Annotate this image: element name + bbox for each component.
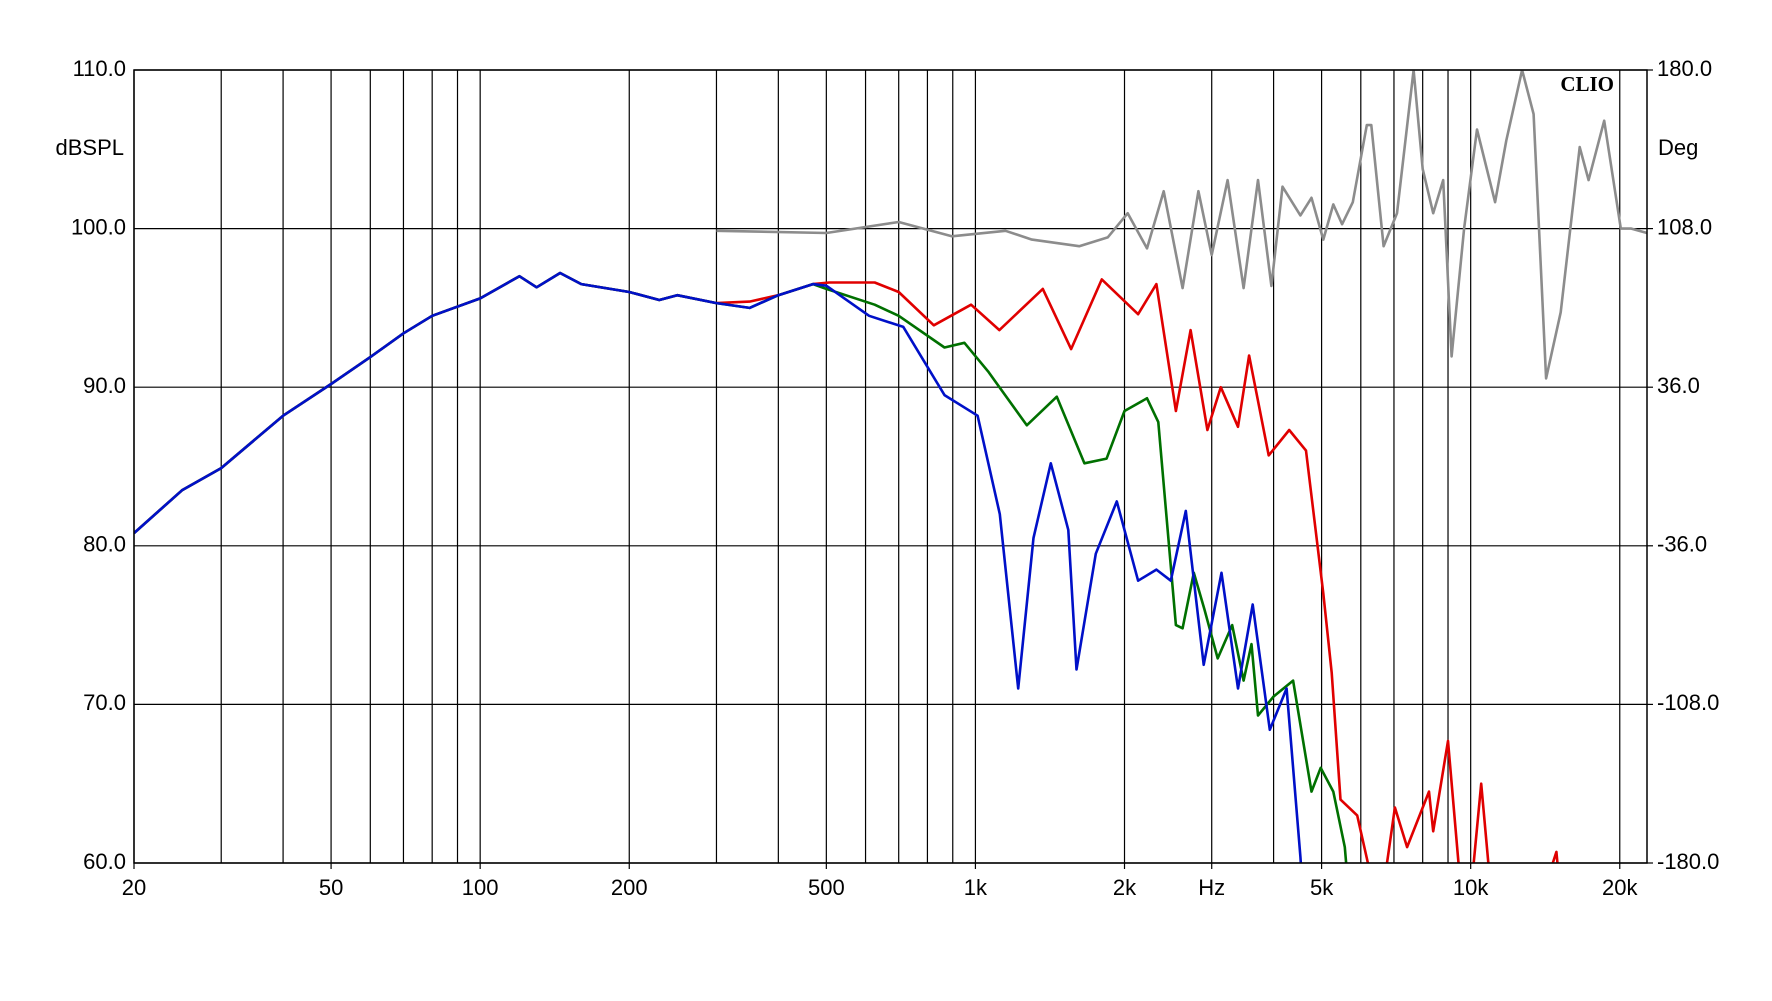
x-tick-label: 1k	[964, 875, 988, 900]
plot-frame	[133, 69, 1648, 864]
x-tick-label: 50	[319, 875, 343, 900]
y2-axis-label: Deg	[1658, 135, 1698, 160]
y2-tick-label: 108.0	[1657, 214, 1712, 239]
series-line	[716, 70, 1647, 380]
y2-tick-label: -180.0	[1657, 849, 1719, 874]
x-tick-label: 20k	[1602, 875, 1638, 900]
x-tick-label: Hz	[1198, 875, 1225, 900]
x-tick-label: 200	[611, 875, 648, 900]
y-tick-label: 60.0	[83, 849, 126, 874]
y-tick-label: 70.0	[83, 690, 126, 715]
series-line	[134, 271, 1303, 863]
x-tick-label: 500	[808, 875, 845, 900]
y-tick-label: 80.0	[83, 532, 126, 557]
y2-tick-label: -108.0	[1657, 690, 1719, 715]
y-tick-label: 90.0	[83, 373, 126, 398]
y2-tick-label: -36.0	[1657, 532, 1707, 557]
brand-label: CLIO	[1560, 72, 1614, 96]
x-tick-label: 20	[122, 875, 146, 900]
y-tick-label: 100.0	[71, 214, 126, 239]
curves	[134, 70, 1647, 863]
y-tick-label: 110.0	[73, 56, 126, 81]
y-axis-label: dBSPL	[56, 135, 125, 160]
x-tick-label: 10k	[1453, 875, 1489, 900]
x-tick-label: 100	[462, 875, 499, 900]
x-tick-label: 5k	[1310, 875, 1334, 900]
y2-tick-label: 180.0	[1657, 56, 1712, 81]
y2-tick-label: 36.0	[1657, 373, 1700, 398]
x-tick-label: 2k	[1113, 875, 1137, 900]
